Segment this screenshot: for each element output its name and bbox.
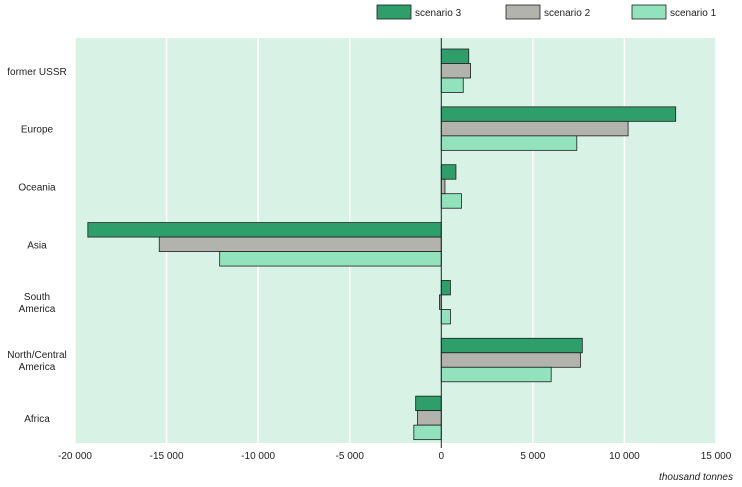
- x-tick-label: -10 000: [241, 451, 275, 462]
- x-tick-label: -20 000: [58, 451, 92, 462]
- bar: [440, 164, 457, 180]
- bar: [417, 410, 442, 426]
- x-tick-label: -15 000: [150, 451, 184, 462]
- bar: [413, 424, 442, 441]
- category-label: Asia: [27, 240, 47, 251]
- category-label: former USSR: [7, 67, 66, 78]
- x-axis-ticks: -20 000 -15 000 -10 000 -5 000 0 5 000 10 000 1…: [58, 451, 732, 462]
- x-tick-label: 15 000: [701, 451, 732, 462]
- bar: [158, 236, 442, 252]
- category-label: Oceania: [18, 182, 56, 193]
- bar: [440, 193, 462, 209]
- legend-label: scenario 2: [544, 8, 591, 19]
- legend-label: scenario 3: [415, 8, 462, 19]
- category-label: North/Central America: [7, 350, 66, 373]
- y-axis-categories: former USSR Europe Oceania Asia South America…: [7, 67, 66, 425]
- legend-swatch: [631, 4, 667, 20]
- bar: [440, 337, 583, 354]
- bar: [440, 366, 552, 383]
- bar: [440, 178, 446, 195]
- bar: [440, 280, 451, 296]
- legend-swatch: [505, 4, 541, 20]
- bar: [440, 106, 677, 122]
- bar: [415, 395, 442, 412]
- bar: [440, 48, 470, 64]
- x-tick-label: 5 000: [520, 451, 545, 462]
- legend: scenario 3 scenario 2 scenario 1: [376, 4, 717, 20]
- legend-swatch: [376, 4, 412, 20]
- bar: [440, 63, 471, 79]
- legend-label: scenario 1: [670, 8, 717, 19]
- category-label: South America: [19, 292, 56, 315]
- bar: [219, 251, 442, 267]
- x-axis-label: thousand tonnes: [659, 472, 733, 483]
- bar: [87, 222, 442, 238]
- category-label: Africa: [24, 414, 50, 425]
- category-label: Europe: [21, 125, 54, 136]
- x-tick-label: 0: [439, 451, 445, 462]
- x-tick-label: 10 000: [609, 451, 640, 462]
- bar: [440, 309, 451, 325]
- bar: [440, 77, 464, 93]
- bar: [440, 120, 629, 137]
- x-tick-label: -5 000: [336, 451, 365, 462]
- bar: [440, 352, 581, 368]
- bar: [440, 135, 578, 151]
